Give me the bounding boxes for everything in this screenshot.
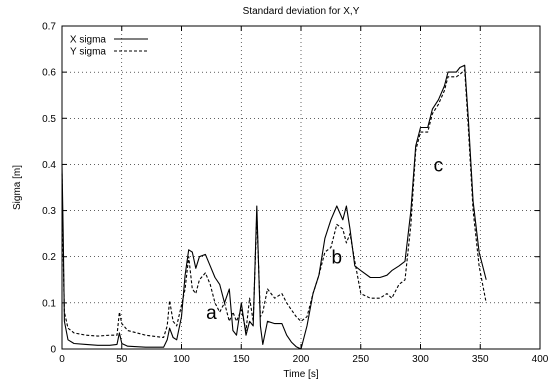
y-tick-label: 0.2 <box>42 252 56 263</box>
annotations: a b c <box>206 155 443 324</box>
x-tick-label: 350 <box>472 354 489 365</box>
x-tick-label: 250 <box>352 354 369 365</box>
chart-title: Standard deviation for X,Y <box>243 6 360 17</box>
series-line-y-sigma <box>61 69 487 339</box>
y-tick-label: 0.7 <box>42 22 56 33</box>
x-tick-label: 200 <box>293 354 310 365</box>
annotation-label: a <box>206 303 217 324</box>
series-lines <box>61 64 487 350</box>
annotation-label: c <box>434 155 444 176</box>
x-axis-title: Time [s] <box>283 369 318 380</box>
y-tick-label: 0.4 <box>42 160 56 171</box>
x-tick-label: 300 <box>412 354 429 365</box>
axis-ticks: 0 50 100 150 200 250 300 350 400 0 0.1 0.2 0.3 0.4 0.5… <box>42 22 549 366</box>
y-tick-label: 0 <box>50 345 56 356</box>
series-line-x-sigma <box>61 64 487 350</box>
y-tick-label: 0.3 <box>42 206 56 217</box>
y-tick-label: 0.1 <box>42 298 56 309</box>
x-tick-label: 0 <box>59 354 65 365</box>
y-tick-label: 0.6 <box>42 68 56 79</box>
x-tick-label: 100 <box>173 354 190 365</box>
y-tick-label: 0.5 <box>42 114 56 125</box>
legend-label: Y sigma <box>70 47 106 58</box>
x-tick-label: 50 <box>116 354 128 365</box>
y-axis-title: Sigma [m] <box>12 165 23 210</box>
x-tick-label: 400 <box>532 354 549 365</box>
gridlines <box>62 26 540 349</box>
legend-label: X sigma <box>70 35 107 46</box>
annotation-label: b <box>332 248 343 269</box>
x-tick-label: 150 <box>233 354 250 365</box>
